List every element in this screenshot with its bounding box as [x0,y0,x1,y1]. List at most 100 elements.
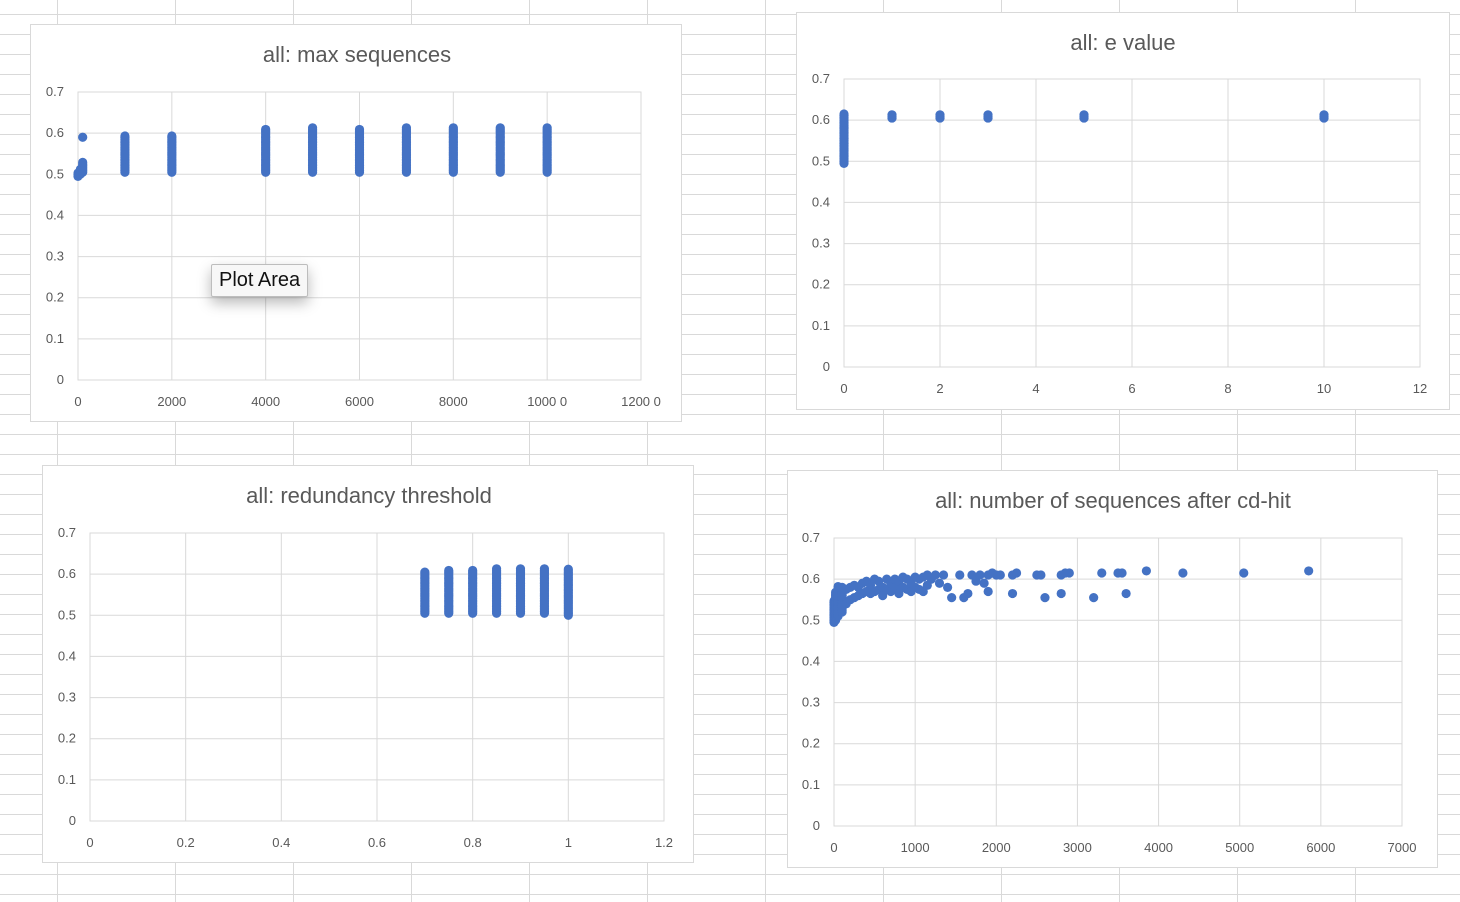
data-point [983,586,993,597]
data-point [887,110,897,120]
chart-max-sequences-svg: all: max sequences 0 0.1 0.2 0.3 0.4 0.5 0.6 0.… [46,42,661,409]
plot-area[interactable]: 0 0.1 0.2 0.3 0.4 0.5 0.6 0.7 0 1000 2000 3000 4000 5… [802,530,1417,855]
data-point [261,124,271,135]
y-tick-label: 0.2 [802,736,820,751]
data-point [938,570,949,580]
y-tick-label: 0.7 [58,525,76,540]
chart-redundancy-threshold[interactable]: all: redundancy threshold 0 0.1 0.2 0.3 0.4 0… [42,465,694,863]
y-tick-label: 0.4 [812,194,830,209]
data-point [563,564,573,574]
x-tick-label: 6000 [1306,840,1335,855]
x-tick-label: 0.8 [464,835,482,850]
data-point [979,578,989,588]
data-point [167,131,177,141]
y-tick-label: 0.2 [58,731,76,746]
x-tick-label: 12 [1413,381,1427,396]
data-point [943,582,953,592]
chart-title: all: redundancy threshold [246,483,492,508]
data-point [1007,588,1018,599]
y-tick-label: 0.6 [802,571,820,586]
data-point [354,124,365,135]
x-tick-label: 1.2 [655,835,673,850]
data-point [120,131,130,141]
y-tick-label: 0.2 [46,290,64,305]
y-tick-label: 0.3 [812,236,830,251]
plot-border [77,91,642,381]
y-tick-label: 0.4 [46,207,64,222]
chart-e-value-svg: all: e value 0 0.1 0.2 0.3 0.4 0.5 0.6 0.7 0 2 4 6 8… [812,30,1427,396]
data-point [1064,568,1074,578]
data-point [1117,568,1127,578]
data-point [1304,566,1314,576]
data-point [448,123,458,133]
chart-sequences-after-cd-hit-svg: all: number of sequences after cd-hit 00… [802,488,1417,855]
x-tick-label: 6000 [345,394,374,409]
data-point [495,123,505,133]
data-point [995,570,1005,580]
chart-max-sequences[interactable]: all: max sequences 0 0.1 0.2 0.3 0.4 0.5 0.6 0.… [30,24,682,422]
chart-title: all: max sequences [263,42,451,67]
y-tick-label: 0.6 [46,125,64,140]
data-point [1319,110,1329,120]
data-point [307,123,318,133]
data-point [468,565,478,576]
x-tick-label: 4000 [1144,840,1173,855]
y-tick-label: 0.7 [46,84,64,99]
x-tick-label: 3000 [1063,840,1092,855]
data-point [983,110,993,120]
data-point [444,565,454,576]
x-tick-label: 1 [565,835,572,850]
plot-area[interactable]: 0 0.1 0.2 0.3 0.4 0.5 0.6 0.7 0 2000 4000 6000 8000 1… [46,84,661,409]
data-point [515,564,526,574]
data-point [955,570,965,580]
data-point [1036,570,1046,580]
x-tick-label: 0 [74,394,81,409]
data-point [491,564,502,574]
data-point [1056,588,1066,599]
x-tick-label: 4 [1032,381,1039,396]
y-tick-label: 0.5 [812,153,830,168]
y-tick-label: 0 [69,813,76,828]
y-tick-label: 0 [823,359,830,374]
y-tick-label: 0.1 [802,777,820,792]
plot-border [89,532,665,822]
chart-e-value[interactable]: all: e value 0 0.1 0.2 0.3 0.4 0.5 0.6 0.7 0 2 4 6 8… [796,12,1450,410]
data-point [1089,593,1099,603]
x-tick-label: 0 [840,381,847,396]
x-tick-label: 1000 [901,840,930,855]
x-tick-label: 4000 [251,394,280,409]
x-tick-label: 10 [1317,381,1331,396]
y-tick-label: 0 [813,818,820,833]
plot-area[interactable]: 0 0.1 0.2 0.3 0.4 0.5 0.6 0.7 0 2 4 6 8 10 12 [812,71,1427,396]
x-tick-label: 2 [936,381,943,396]
y-tick-label: 0.3 [58,690,76,705]
y-tick-label: 0.6 [812,112,830,127]
x-tick-label: 7000 [1388,840,1417,855]
x-tick-label: 1200 0 [621,394,661,409]
x-tick-label: 1000 0 [527,394,567,409]
y-tick-label: 0.5 [46,166,64,181]
chart-title: all: number of sequences after cd-hit [935,488,1291,513]
data-point [935,110,945,120]
y-tick-label: 0.3 [46,249,64,264]
x-tick-label: 5000 [1225,840,1254,855]
y-tick-label: 0.5 [802,612,820,627]
x-tick-label: 2000 [157,394,186,409]
chart-title: all: e value [1070,30,1175,55]
x-tick-label: 0.2 [177,835,195,850]
data-point [78,132,88,142]
data-point [1239,568,1249,578]
plot-area-tooltip: Plot Area [211,264,309,297]
data-point [1178,568,1188,578]
plot-area[interactable]: 0 0.1 0.2 0.3 0.4 0.5 0.6 0.7 0 0.2 0.4 0.6 0.8 1 1.2 [58,525,673,850]
x-tick-label: 0 [830,840,837,855]
data-point [542,123,552,133]
data-point [539,564,550,574]
y-tick-label: 0.7 [812,71,830,86]
x-tick-label: 8000 [439,394,468,409]
plot-border [833,537,1403,827]
data-point [975,570,985,580]
y-tick-label: 0.4 [802,653,820,668]
data-point [839,109,849,119]
